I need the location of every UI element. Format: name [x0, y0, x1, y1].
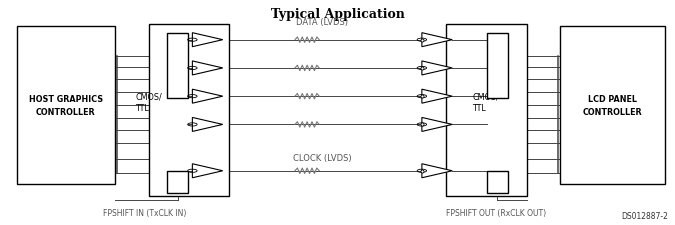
Text: CMOS/
TTL: CMOS/ TTL	[472, 92, 499, 113]
Text: LCD PANEL
CONTROLLER: LCD PANEL CONTROLLER	[583, 95, 643, 117]
Bar	[167, 34, 188, 99]
Bar	[487, 34, 508, 99]
Polygon shape	[192, 90, 223, 104]
Text: DATA (LVDS): DATA (LVDS)	[296, 18, 348, 27]
Polygon shape	[192, 34, 223, 47]
Text: Typical Application: Typical Application	[271, 8, 404, 21]
Polygon shape	[192, 62, 223, 76]
Text: DS012887-2: DS012887-2	[622, 212, 668, 220]
Text: CMOS/
TTL: CMOS/ TTL	[135, 92, 162, 113]
Bar	[487, 171, 508, 194]
Text: HOST GRAPHICS
CONTROLLER: HOST GRAPHICS CONTROLLER	[29, 95, 103, 117]
Polygon shape	[422, 34, 452, 47]
Polygon shape	[422, 62, 452, 76]
Bar	[167, 171, 188, 194]
Polygon shape	[422, 90, 452, 104]
Bar	[446, 25, 526, 196]
Text: CLOCK (LVDS): CLOCK (LVDS)	[293, 153, 351, 162]
Polygon shape	[192, 164, 223, 178]
Text: FPSHIFT OUT (RxCLK OUT): FPSHIFT OUT (RxCLK OUT)	[446, 208, 546, 217]
Polygon shape	[422, 118, 452, 132]
Polygon shape	[192, 118, 223, 132]
Polygon shape	[422, 164, 452, 178]
Bar	[17, 27, 115, 184]
Bar	[560, 27, 665, 184]
Bar	[148, 25, 230, 196]
Text: FPSHIFT IN (TxCLK IN): FPSHIFT IN (TxCLK IN)	[103, 208, 187, 217]
